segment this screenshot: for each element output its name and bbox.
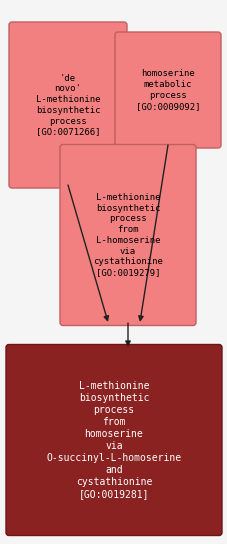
Text: L-methionine
biosynthetic
process
from
homoserine
via
O-succinyl-L-homoserine
an: L-methionine biosynthetic process from h… xyxy=(46,381,181,499)
Text: homoserine
metabolic
process
[GO:0009092]: homoserine metabolic process [GO:0009092… xyxy=(135,70,199,110)
FancyBboxPatch shape xyxy=(6,344,221,535)
FancyBboxPatch shape xyxy=(9,22,126,188)
FancyBboxPatch shape xyxy=(60,145,195,325)
Text: L-methionine
biosynthetic
process
from
L-homoserine
via
cystathionine
[GO:001927: L-methionine biosynthetic process from L… xyxy=(93,193,162,277)
FancyBboxPatch shape xyxy=(114,32,220,148)
Text: 'de
novo'
L-methionine
biosynthetic
process
[GO:0071266]: 'de novo' L-methionine biosynthetic proc… xyxy=(36,73,100,137)
